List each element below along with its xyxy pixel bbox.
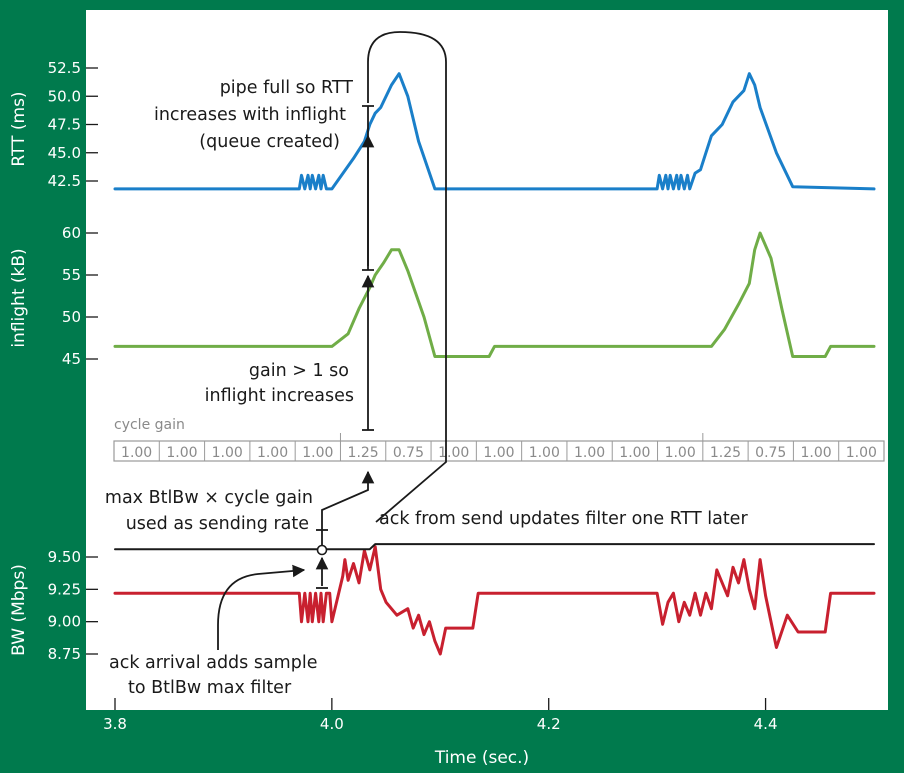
sending-rate-annotation-line2: used as sending rate (126, 514, 309, 534)
annotation-connectors (217, 31, 447, 650)
ack-arrival-annotation-line2: to BtlBw max filter (128, 678, 292, 698)
y-tick-label-rtt-4: 42.5 (48, 172, 81, 190)
cycle-gain-cell-11: 1.00 (619, 445, 650, 461)
y-axis-label-inflight: inflight (kB) (9, 248, 29, 347)
y-tick-label-bw-3: 8.75 (48, 645, 81, 663)
y-tick-label-rtt-0: 52.5 (48, 59, 81, 77)
y-tick-label-inflight-0: 60 (62, 224, 81, 242)
sending-rate-arrow (321, 470, 375, 546)
cycle-gain-cell-12: 1.00 (665, 445, 696, 461)
filter-sample-point (316, 544, 328, 556)
sending-rate-line (114, 543, 875, 551)
cycle-gain-cell-8: 1.00 (483, 445, 514, 461)
x-axis-label: Time (sec.) (434, 748, 529, 768)
y-tick-label-inflight-3: 45 (62, 350, 81, 368)
ack-arrival-curve (217, 564, 306, 650)
x-tick-label-2: 4.2 (537, 715, 561, 733)
cycle-gain-cell-16: 1.00 (846, 445, 877, 461)
ack-arrival-annotation-line1: ack arrival adds sample (109, 653, 317, 673)
y-ticks: 52.5 50.0 47.5 45.0 42.5 60 55 50 45 9.50 9.25 9.00… (48, 59, 98, 663)
cycle-gain-cell-13: 1.25 (710, 445, 741, 461)
y-tick-label-inflight-1: 55 (62, 266, 81, 284)
series-line-rtt (113, 72, 876, 191)
x-tick-label-1: 4.0 (320, 715, 344, 733)
cycle-gain-cell-4: 1.00 (302, 445, 333, 461)
rtt-annotation-line1: pipe full so RTT (220, 78, 354, 98)
cycle-gain-strip: 1.00 1.00 1.00 1.00 1.00 1.25 0.75 1.00 1.00 1.00… (113, 433, 885, 462)
y-tick-label-rtt-3: 45.0 (48, 144, 81, 162)
y-tick-label-bw-0: 9.50 (48, 548, 81, 566)
y-axis-label-rtt: RTT (ms) (9, 91, 29, 166)
rtt-annotation-line2: increases with inflight (154, 105, 346, 125)
x-tick-label-3: 4.4 (754, 715, 778, 733)
cycle-gain-cell-3: 1.00 (257, 445, 288, 461)
cycle-gain-cell-10: 1.00 (574, 445, 605, 461)
y-tick-label-bw-1: 9.25 (48, 580, 81, 598)
rtt-annotation-line3: (queue created) (199, 132, 340, 152)
annotations: pipe full so RTT increases with inflight… (105, 78, 749, 698)
y-tick-label-bw-2: 9.00 (48, 613, 81, 631)
x-tick-label-0: 3.8 (103, 715, 127, 733)
cycle-gain-cell-15: 1.00 (800, 445, 831, 461)
cycle-gain-cell-5: 1.25 (348, 445, 379, 461)
cycle-gain-cell-2: 1.00 (212, 445, 243, 461)
cycle-gain-cell-0: 1.00 (121, 445, 152, 461)
y-tick-label-rtt-2: 47.5 (48, 116, 81, 134)
y-tick-label-inflight-2: 50 (62, 308, 81, 326)
x-ticks: 3.8 4.0 4.2 4.4 (103, 698, 778, 733)
series-line-bw (113, 545, 876, 656)
sending-rate-annotation-line1: max BtlBw × cycle gain (105, 488, 313, 508)
y-axis-label-bw: BW (Mbps) (9, 564, 29, 656)
ack-loop-line (367, 31, 447, 523)
cycle-gain-cell-7: 1.00 (438, 445, 469, 461)
inflight-annotation-line1: gain > 1 so (249, 361, 349, 381)
y-tick-label-rtt-1: 50.0 (48, 87, 81, 105)
inflight-annotation-line2: inflight increases (205, 386, 354, 406)
cycle-gain-frame (113, 440, 885, 462)
series-line-inflight (113, 231, 876, 358)
cycle-gain-cell-1: 1.00 (166, 445, 197, 461)
cycle-gain-cell-9: 1.00 (529, 445, 560, 461)
cycle-gain-label: cycle gain (114, 417, 185, 433)
series-group (113, 72, 876, 656)
cycle-gain-cell-6: 0.75 (393, 445, 424, 461)
ack-update-annotation: ack from send updates filter one RTT lat… (379, 509, 748, 529)
cycle-gain-cell-14: 0.75 (755, 445, 786, 461)
